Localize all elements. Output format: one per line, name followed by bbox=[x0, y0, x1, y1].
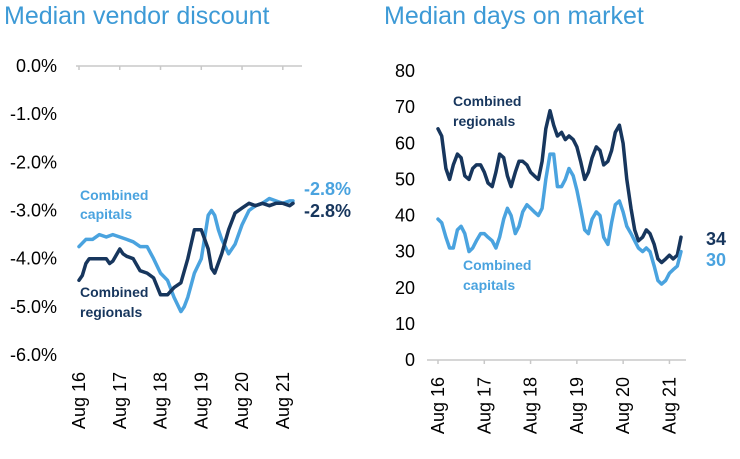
series-label-regionals-line1: Combined bbox=[453, 93, 521, 109]
series-label-capitals-line2: capitals bbox=[80, 206, 132, 222]
series-label-capitals-line1: Combined bbox=[80, 187, 148, 203]
y-tick-label: 40 bbox=[395, 206, 415, 226]
series-label-regionals-line2: regionals bbox=[80, 304, 142, 320]
y-tick-label: -6.0% bbox=[10, 345, 57, 365]
y-tick-label: 50 bbox=[395, 169, 415, 189]
series-line-combined-regionals bbox=[436, 108, 683, 265]
y-tick-label: 0 bbox=[405, 350, 415, 370]
series-line-combined-capitals bbox=[436, 152, 683, 286]
y-tick-label: 20 bbox=[395, 278, 415, 298]
x-axis-tick-marks bbox=[78, 66, 284, 70]
x-tick-label: Aug 18 bbox=[151, 372, 171, 429]
y-tick-label: 80 bbox=[395, 61, 415, 81]
chart-days-on-market: Median days on market 80706050403020100 … bbox=[384, 2, 726, 434]
x-tick-label: Aug 20 bbox=[613, 377, 633, 434]
y-tick-label: -5.0% bbox=[10, 297, 57, 317]
series-label-regionals-line2: regionals bbox=[453, 113, 515, 129]
x-tick-label: Aug 21 bbox=[273, 372, 293, 429]
series-label-capitals-line2: capitals bbox=[463, 277, 515, 293]
y-tick-label: -4.0% bbox=[10, 249, 57, 269]
x-axis-tick-labels: Aug 16 Aug 17 Aug 18 Aug 19 Aug 20 Aug 21 bbox=[428, 377, 679, 434]
chart-vendor-discount: Median vendor discount 0.0% -1.0% -2.0% -3.… bbox=[4, 2, 351, 429]
series-lines bbox=[77, 196, 295, 314]
x-axis-tick-labels: Aug 16 Aug 17 Aug 18 Aug 19 Aug 20 Aug 21 bbox=[69, 372, 293, 429]
x-tick-label: Aug 17 bbox=[474, 377, 494, 434]
x-tick-label: Aug 21 bbox=[659, 377, 679, 434]
y-tick-label: 10 bbox=[395, 314, 415, 334]
x-tick-label: Aug 16 bbox=[428, 377, 448, 434]
end-label-capitals: -2.8% bbox=[304, 179, 351, 199]
x-axis-tick-marks bbox=[437, 360, 671, 364]
y-axis-tick-labels: 0.0% -1.0% -2.0% -3.0% -4.0% -5.0% -6.0% bbox=[10, 56, 57, 365]
x-tick-label: Aug 20 bbox=[232, 372, 252, 429]
end-label-regionals: -2.8% bbox=[304, 201, 351, 221]
x-tick-label: Aug 17 bbox=[110, 372, 130, 429]
x-tick-label: Aug 18 bbox=[521, 377, 541, 434]
y-tick-label: 0.0% bbox=[16, 56, 57, 76]
y-tick-label: 70 bbox=[395, 97, 415, 117]
series-line-combined-regionals bbox=[77, 201, 295, 297]
end-label-regionals: 34 bbox=[706, 229, 726, 249]
series-label-regionals-line1: Combined bbox=[80, 284, 148, 300]
chart-title-vendor-discount: Median vendor discount bbox=[4, 2, 269, 30]
y-tick-label: -3.0% bbox=[10, 201, 57, 221]
chart-title-days-on-market: Median days on market bbox=[384, 2, 644, 30]
series-label-capitals-line1: Combined bbox=[463, 257, 531, 273]
y-tick-label: -1.0% bbox=[10, 104, 57, 124]
y-tick-label: 60 bbox=[395, 133, 415, 153]
series-lines bbox=[436, 108, 683, 286]
y-tick-label: 30 bbox=[395, 242, 415, 262]
x-tick-label: Aug 16 bbox=[69, 372, 89, 429]
x-tick-label: Aug 19 bbox=[191, 372, 211, 429]
end-label-capitals: 30 bbox=[706, 250, 726, 270]
y-tick-label: -2.0% bbox=[10, 152, 57, 172]
x-tick-label: Aug 19 bbox=[567, 377, 587, 434]
y-axis-tick-labels: 80 70 60 50 40 30 20 10 0 bbox=[395, 61, 415, 370]
